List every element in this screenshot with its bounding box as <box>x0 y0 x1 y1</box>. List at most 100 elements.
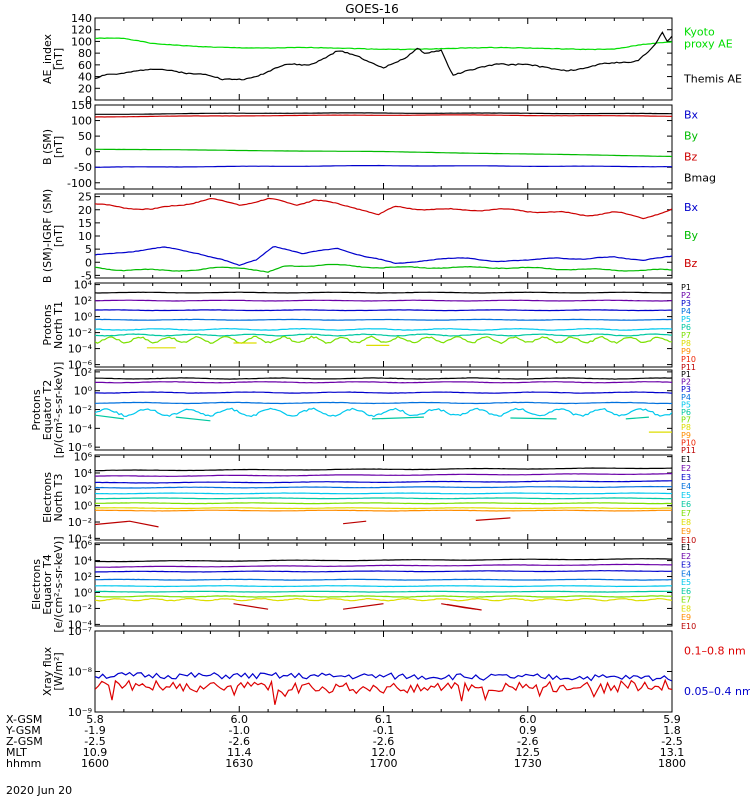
y-axis-label: ProtonsEquator T2[p/(cm²-s-sr-keV)] <box>30 362 65 459</box>
series-line <box>95 502 672 505</box>
y-tick-label: 10⁰ <box>74 385 93 398</box>
channel-label: E10 <box>681 622 696 631</box>
series-line <box>95 485 672 489</box>
x-row-label: Y-GSM <box>5 724 41 737</box>
y-tick-label: 10⁴ <box>74 555 93 568</box>
y-tick-label: 10⁻⁶ <box>68 359 93 372</box>
series-line <box>446 603 482 611</box>
series-line <box>95 164 672 168</box>
y-tick-label: 10⁰ <box>74 586 93 599</box>
series-line <box>475 517 511 521</box>
panel-frame <box>94 630 673 713</box>
x-tick-value: 6.0 <box>231 713 249 726</box>
y-tick-label: 10⁶ <box>74 539 93 552</box>
channel-label: P7 <box>681 331 691 340</box>
y-tick-label: 10⁰ <box>74 500 93 513</box>
series-line <box>95 197 672 220</box>
channel-label: E3 <box>681 561 691 570</box>
legend-entry: Bmag <box>684 172 716 185</box>
channel-label: P9 <box>681 431 691 440</box>
y-tick-label: 0 <box>85 94 92 107</box>
channel-label: P3 <box>681 299 691 308</box>
y-tick-label: 10² <box>74 571 92 584</box>
channel-label: P4 <box>681 393 691 402</box>
x-tick-value: -2.6 <box>229 735 250 748</box>
y-axis-label: Xray flux[W/m²] <box>41 646 65 696</box>
y-tick-label: 100 <box>71 115 92 128</box>
x-tick-value: 1700 <box>370 757 398 770</box>
y-tick-label: 0 <box>85 256 92 269</box>
series-line <box>510 417 557 420</box>
y-tick-label: 10⁻² <box>68 516 92 529</box>
y-tick-label: 10⁻⁶ <box>68 441 93 454</box>
channel-label: E2 <box>681 464 691 473</box>
y-tick-label: 25 <box>78 191 92 204</box>
channel-label: P6 <box>681 323 691 332</box>
x-tick-value: -2.5 <box>661 735 682 748</box>
y-axis-label: ElectronsEquator T4[e/(cm²-s-sr-keV)] <box>30 536 65 632</box>
series-line <box>95 480 672 484</box>
y-tick-label: 10⁶ <box>74 451 93 464</box>
series-line <box>95 114 672 118</box>
series-line <box>95 558 672 563</box>
x-row-label: X-GSM <box>6 713 42 726</box>
series-line <box>343 520 367 525</box>
channel-label: E9 <box>681 527 691 536</box>
channel-label: P10 <box>681 438 696 447</box>
series-line <box>95 31 672 81</box>
panel-frame <box>94 542 673 627</box>
series-line <box>95 245 672 267</box>
channel-label: P11 <box>681 446 696 455</box>
series-line <box>343 603 384 610</box>
x-tick-value: 1730 <box>514 757 542 770</box>
series-line <box>95 291 672 294</box>
x-tick-value: 1600 <box>81 757 109 770</box>
channel-label: P1 <box>681 283 691 292</box>
series-line <box>95 671 672 682</box>
series-line <box>95 467 672 472</box>
channel-label: P10 <box>681 355 696 364</box>
y-tick-label: 10⁻⁹ <box>68 706 92 719</box>
y-tick-label: 10⁻² <box>68 404 92 417</box>
y-tick-label: 10² <box>74 483 92 496</box>
legend-entry: 0.1–0.8 nm <box>684 644 746 657</box>
series-line <box>95 678 672 705</box>
channel-label: E5 <box>681 578 691 587</box>
y-tick-label: 5 <box>85 243 92 256</box>
channel-label: E4 <box>681 569 691 578</box>
y-tick-label: 80 <box>78 47 92 60</box>
y-axis-label: B (SM)[nT] <box>41 129 65 165</box>
legend-entry: By <box>684 130 699 143</box>
channel-label: P1 <box>681 370 691 379</box>
series-line <box>175 416 211 422</box>
series-line <box>95 563 672 568</box>
channel-label: E8 <box>681 518 691 527</box>
x-tick-value: -2.6 <box>373 735 394 748</box>
series-line <box>95 507 672 510</box>
y-axis-label: AE_index[nT] <box>41 33 65 84</box>
y-tick-label: 10⁰ <box>74 311 93 324</box>
y-tick-label: 10⁻⁷ <box>68 625 92 638</box>
series-line <box>95 377 672 380</box>
series-line <box>95 263 672 273</box>
series-line <box>95 472 672 478</box>
series-line <box>95 299 672 302</box>
x-tick-value: -1.9 <box>84 724 105 737</box>
channel-label: P8 <box>681 339 691 348</box>
channel-label: P5 <box>681 400 691 409</box>
y-tick-label: 0 <box>85 146 92 159</box>
channel-label: E5 <box>681 491 691 500</box>
y-tick-label: 60 <box>78 59 92 72</box>
x-tick-value: 6.0 <box>519 713 537 726</box>
channel-label: E7 <box>681 596 691 605</box>
y-tick-label: 10⁻² <box>68 602 92 615</box>
series-line <box>95 148 672 158</box>
y-tick-label: 10⁻⁴ <box>68 532 93 545</box>
channel-label: E7 <box>681 509 691 518</box>
y-axis-label: ElectronsNorth T3 <box>41 472 65 523</box>
series-line <box>625 416 649 420</box>
panel-frame <box>94 17 673 101</box>
series-line <box>95 381 672 384</box>
